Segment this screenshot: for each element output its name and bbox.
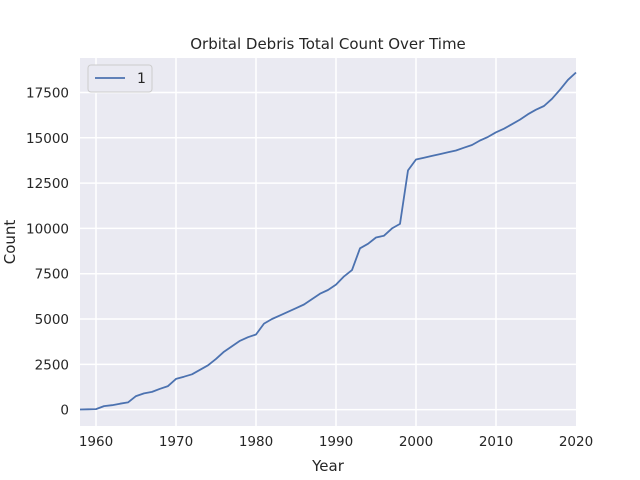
- series-line: [79, 71, 577, 411]
- legend: 1: [87, 64, 153, 93]
- legend-label: 1: [137, 71, 146, 87]
- y-tick-label: 7500: [35, 267, 69, 283]
- grid-lines: [80, 58, 576, 426]
- y-tick-label: 2500: [35, 357, 69, 373]
- x-tick-label: 1990: [319, 434, 353, 450]
- x-tick-label: 2020: [559, 434, 593, 450]
- y-tick-label: 5000: [35, 312, 69, 328]
- x-axis-label: Year: [311, 457, 345, 475]
- y-tick-label: 0: [60, 403, 69, 419]
- y-tick-label: 12500: [26, 176, 69, 192]
- x-tick-label: 1980: [239, 434, 273, 450]
- y-tick-label: 15000: [26, 131, 69, 147]
- x-tick-label: 2010: [479, 434, 513, 450]
- chart-title: Orbital Debris Total Count Over Time: [190, 35, 466, 53]
- y-tick-label: 10000: [26, 221, 69, 237]
- plot-background: [80, 58, 576, 426]
- x-tick-label: 1960: [79, 434, 113, 450]
- plot-area: [79, 58, 577, 426]
- series-layer: [79, 71, 577, 411]
- x-tick-label: 2000: [399, 434, 433, 450]
- y-tick-labels: 0 2500 5000 7500 10000 12500 15000 17500: [26, 85, 69, 418]
- x-tick-label: 1970: [159, 434, 193, 450]
- x-tick-labels: 1960 1970 1980 1990 2000 2010 2020: [79, 434, 593, 450]
- y-tick-label: 17500: [26, 85, 69, 101]
- y-axis-label: Count: [1, 220, 19, 265]
